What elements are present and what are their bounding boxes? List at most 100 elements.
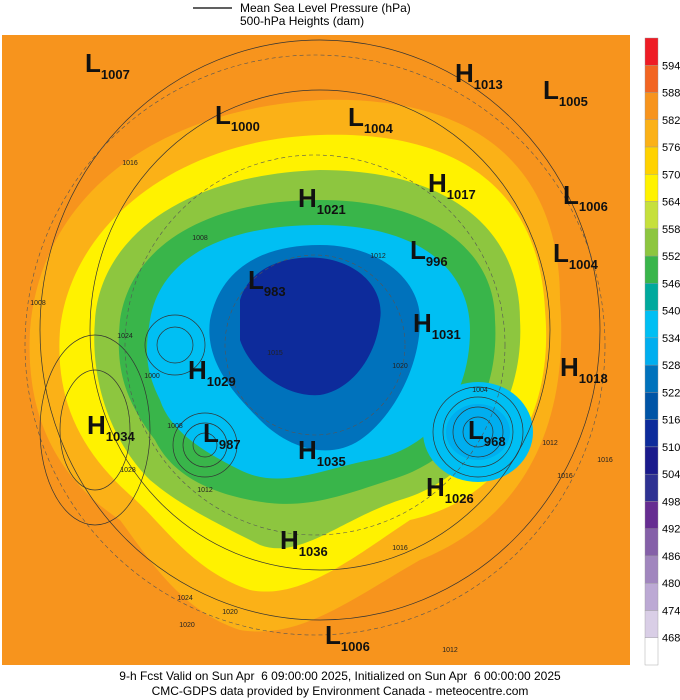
cyan-region: [446, 404, 510, 460]
footer-text: 9-h Fcst Valid on Sun Apr 6 09:00:00 202…: [119, 669, 561, 683]
colorbar-label: 540: [662, 306, 680, 318]
colorbar-segment: [644, 528, 659, 557]
pressure-center: L1007: [85, 48, 130, 82]
footer-text: CMC-GDPS data provided by Environment Ca…: [152, 684, 529, 698]
pressure-center: L1006: [563, 180, 608, 214]
colorbar-label: 576: [662, 142, 680, 154]
contour-labels: 1016 1008 1008 1024 1000 1028 1012 1004 1012 1016…: [30, 160, 613, 654]
colorbar-label: 468: [662, 633, 680, 645]
pressure-center: L1004: [553, 238, 599, 272]
contour-label: 1020: [392, 363, 408, 370]
latitude-lines: [24, 54, 606, 636]
contour-label: 1012: [542, 440, 558, 447]
contour-label: 1012: [197, 487, 213, 494]
isobars: [39, 39, 601, 621]
colorbar-segment: [644, 473, 659, 502]
colorbar-segment: [644, 446, 659, 475]
center-value: 1029: [207, 374, 236, 389]
pressure-center: L1000: [215, 100, 260, 134]
center-type: L: [248, 265, 264, 295]
pressure-center: H1017: [428, 168, 476, 202]
contour-label: 1004: [472, 387, 488, 394]
center-value: 1004: [569, 257, 599, 272]
colorbar-label: 528: [662, 360, 680, 372]
center-type: H: [413, 308, 432, 338]
center-value: 996: [426, 254, 448, 269]
center-value: 968: [484, 434, 506, 449]
colorbar-label: 582: [662, 115, 680, 127]
pressure-center: L996: [410, 235, 448, 269]
colorbar-segment: [644, 283, 659, 311]
colorbar-segment: [644, 146, 659, 175]
center-type: H: [455, 58, 474, 88]
colorbar-segment: [644, 637, 659, 666]
colorbar-segment: [644, 310, 659, 339]
colorbar-label: 594: [662, 60, 680, 72]
center-type: H: [188, 355, 207, 385]
contour-label: 1016: [122, 160, 138, 167]
colorbar-label: 492: [662, 524, 680, 536]
pressure-center: H1036: [280, 525, 328, 559]
center-type: H: [560, 352, 579, 382]
contour-label: 1000: [144, 373, 160, 380]
legend-text: 500-hPa Heights (dam): [240, 14, 364, 28]
colorbar-label: 564: [662, 197, 680, 209]
colorbar-segment: [644, 501, 659, 529]
center-type: H: [428, 168, 447, 198]
colorbar-segment: [644, 65, 659, 93]
contour-label: 1015: [267, 350, 283, 357]
colorbar-segment: [644, 37, 659, 66]
center-type: H: [426, 472, 445, 502]
colorbar-segment: [644, 255, 659, 284]
colorbar-label: 480: [662, 578, 680, 590]
colorbar-label: 552: [662, 251, 680, 263]
center-type: L: [563, 180, 579, 210]
pressure-center: H1021: [298, 183, 346, 217]
colorbar-label: 546: [662, 278, 680, 290]
center-value: 1017: [447, 187, 476, 202]
center-value: 1018: [579, 371, 608, 386]
pressure-center: H1026: [426, 472, 474, 506]
colorbar-segment: [644, 392, 659, 420]
contour-label: 1020: [222, 609, 238, 616]
colorbar-segment: [644, 119, 659, 148]
colorbar-segment: [644, 583, 659, 611]
center-type: L: [410, 235, 426, 265]
pressure-center: H1018: [560, 352, 608, 386]
contour-label: 1024: [177, 595, 193, 602]
pressure-center: H1034: [87, 410, 135, 444]
contour-label: 1012: [442, 647, 458, 654]
colorbar-label: 474: [662, 605, 680, 617]
map: [2, 35, 630, 665]
center-type: L: [553, 238, 569, 268]
colorbar-segment: [644, 610, 659, 638]
pressure-center: L1006: [325, 620, 370, 654]
colorbar: 594 588 582 576 570 564 558 552 546 540 534 528 522 5…: [644, 37, 680, 666]
contour-label: 1020: [179, 622, 195, 629]
center-type: H: [280, 525, 299, 555]
colorbar-label: 486: [662, 551, 680, 563]
pressure-center: H1031: [413, 308, 461, 342]
center-value: 1036: [299, 544, 328, 559]
contour-label: 1016: [597, 457, 613, 464]
colorbar-segment: [644, 201, 659, 230]
center-type: L: [468, 415, 484, 445]
colorbar-segment: [644, 228, 659, 257]
colorbar-label: 504: [662, 469, 680, 481]
colorbar-segment: [644, 555, 659, 584]
pressure-center: L983: [248, 265, 286, 299]
center-type: L: [85, 48, 101, 78]
colorbar-label: 534: [662, 333, 680, 345]
colorbar-segment: [644, 92, 659, 120]
colorbar-segment: [644, 337, 659, 366]
center-value: 1035: [317, 454, 346, 469]
legend-text: Mean Sea Level Pressure (hPa): [240, 1, 411, 15]
center-type: L: [325, 620, 341, 650]
center-type: L: [348, 102, 364, 132]
pressure-center: H1013: [455, 58, 503, 92]
center-value: 1026: [445, 491, 474, 506]
center-value: 1034: [106, 429, 136, 444]
contour-label: 1008: [192, 235, 208, 242]
